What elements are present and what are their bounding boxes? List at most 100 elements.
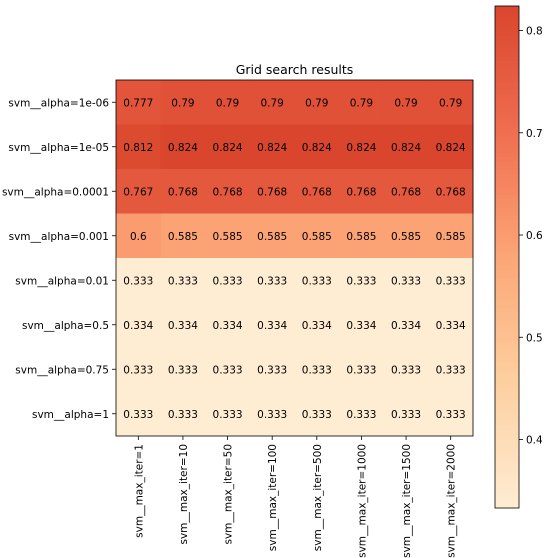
colorbar-segment xyxy=(495,131,519,137)
heatmap-cell xyxy=(294,302,340,348)
col-tick-label: svm__max_iter=500 xyxy=(312,444,324,551)
colorbar-segment xyxy=(495,43,519,49)
cell-value-label: 0.585 xyxy=(168,231,198,243)
colorbar-segment xyxy=(495,47,519,53)
heatmap-cell xyxy=(205,80,251,125)
heatmap-cell xyxy=(294,80,340,125)
heatmap-cell xyxy=(428,169,474,214)
colorbar-segment xyxy=(495,399,519,405)
colorbar-segment xyxy=(495,160,519,166)
heatmap-cell xyxy=(339,302,385,348)
cell-value-label: 0.79 xyxy=(260,97,283,109)
cell-value-label: 0.333 xyxy=(213,409,243,421)
colorbar-segment xyxy=(495,403,519,409)
colorbar-segment xyxy=(495,474,519,480)
colorbar-segment xyxy=(495,198,519,204)
cell-value-label: 0.333 xyxy=(123,275,153,287)
colorbar-segment xyxy=(495,164,519,170)
cell-value-label: 0.79 xyxy=(305,97,328,109)
heatmap-cell xyxy=(249,258,295,303)
colorbar-segment xyxy=(495,336,519,342)
colorbar-segment xyxy=(495,369,519,375)
colorbar-segment xyxy=(495,123,519,128)
colorbar-segment xyxy=(495,31,519,36)
colorbar-segment xyxy=(495,14,519,20)
colorbar-segment xyxy=(495,6,519,11)
colorbar-tick-label: 0.6 xyxy=(526,230,543,242)
heatmap-cell xyxy=(116,391,162,437)
colorbar-segment xyxy=(495,332,519,338)
colorbar-segment xyxy=(495,390,519,396)
colorbar-segment xyxy=(495,261,519,266)
colorbar-segment xyxy=(495,173,519,179)
row-tick-labels: svm__alpha=1e-06 svm__alpha=1e-05 svm__alp… xyxy=(2,97,116,421)
colorbar-segment xyxy=(495,424,519,430)
colorbar-segment xyxy=(495,495,519,501)
colorbar-segment xyxy=(495,265,519,271)
heatmap-cell xyxy=(339,258,385,303)
colorbar-segment xyxy=(495,231,519,237)
colorbar-segment xyxy=(495,340,519,346)
colorbar-tick-label: 0.4 xyxy=(526,434,543,446)
cell-value-label: 0.585 xyxy=(302,231,332,243)
colorbar-segment xyxy=(495,215,519,220)
heatmap-cell xyxy=(339,80,385,125)
cell-value-label: 0.824 xyxy=(302,142,332,154)
colorbar-segment xyxy=(495,461,519,467)
heatmap-cell xyxy=(116,124,162,170)
cell-value-label: 0.824 xyxy=(346,142,376,154)
cell-value-label: 0.79 xyxy=(394,97,417,109)
heatmap-cell xyxy=(428,124,474,170)
colorbar-segment xyxy=(495,64,519,70)
colorbar-segment xyxy=(495,315,519,321)
heatmap-cell xyxy=(428,302,474,348)
colorbar-segment xyxy=(495,81,519,87)
cell-value-label: 0.333 xyxy=(346,275,376,287)
heatmap-cell xyxy=(249,213,295,259)
cell-value-label: 0.333 xyxy=(123,364,153,376)
colorbar-segment xyxy=(495,353,519,358)
cell-value-label: 0.334 xyxy=(168,320,198,332)
row-tick-label: svm__alpha=1e-05 xyxy=(8,142,109,154)
colorbar-segment xyxy=(495,181,519,187)
cell-value-label: 0.333 xyxy=(257,364,287,376)
heatmap-cells: 0.777 0.79 0.79 0.79 0.79 0.79 0.79 0.79 0.812 0.… xyxy=(116,80,474,437)
colorbar-segment xyxy=(495,22,519,28)
cell-value-label: 0.824 xyxy=(436,142,466,154)
cell-value-label: 0.333 xyxy=(346,364,376,376)
heatmap-cell xyxy=(294,391,340,437)
cell-value-label: 0.333 xyxy=(436,364,466,376)
colorbar-segment xyxy=(495,77,519,82)
heatmap-cell xyxy=(294,258,340,303)
heatmap-cell xyxy=(249,391,295,437)
heatmap-cell xyxy=(205,213,251,259)
heatmap-cell xyxy=(249,80,295,125)
heatmap-cell xyxy=(116,80,162,125)
colorbar-segment xyxy=(495,303,519,308)
colorbar-segment xyxy=(495,114,519,120)
colorbar-segment xyxy=(495,487,519,492)
colorbar-segment xyxy=(495,432,519,438)
cell-value-label: 0.777 xyxy=(123,97,153,109)
colorbar-segment xyxy=(495,273,519,279)
heatmap-cell xyxy=(116,169,162,214)
colorbar-segment xyxy=(495,482,519,488)
cell-value-label: 0.333 xyxy=(302,409,332,421)
colorbar-segment xyxy=(495,194,519,200)
colorbar-segment xyxy=(495,503,519,509)
colorbar-segment xyxy=(495,361,519,367)
cell-value-label: 0.768 xyxy=(391,186,421,198)
row-tick-label: svm__alpha=0.001 xyxy=(9,231,109,243)
colorbar-segment xyxy=(495,428,519,434)
row-tick-label: svm__alpha=1 xyxy=(32,409,109,421)
col-tick-label: svm__max_iter=1500 xyxy=(401,444,413,558)
colorbar-segment xyxy=(495,365,519,371)
heatmap-cell xyxy=(116,302,162,348)
colorbar-segment xyxy=(495,35,519,41)
heatmap-cell xyxy=(116,347,162,392)
heatmap-cell xyxy=(383,258,429,303)
colorbar-segment xyxy=(495,386,519,392)
colorbar-segment xyxy=(495,441,519,446)
heatmap-cell xyxy=(428,347,474,392)
row-tick-label: svm__alpha=0.75 xyxy=(15,364,109,376)
